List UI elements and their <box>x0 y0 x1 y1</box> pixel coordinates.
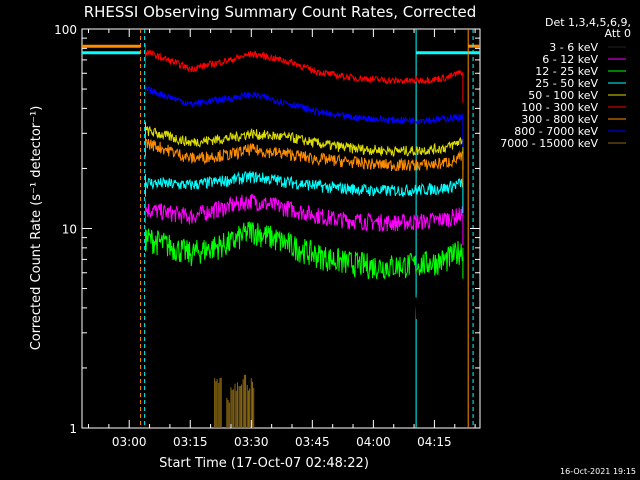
x-tick-label: 03:45 <box>295 435 330 449</box>
series-trace <box>145 48 463 85</box>
y-axis-label: Corrected Count Rate (s⁻¹ detector⁻¹) <box>29 106 44 351</box>
y-tick-label: 1 <box>69 422 77 436</box>
series-800-7000-kev <box>144 80 464 148</box>
series-12-25-kev <box>144 221 464 280</box>
legend-entry-label: 6 - 12 keV <box>542 53 598 66</box>
series-3-6-kev <box>144 253 464 332</box>
legend-header: Det 1,3,4,5,6,9, <box>545 16 631 29</box>
legend-entry-label: 25 - 50 keV <box>535 77 598 90</box>
y-tick-label: 100 <box>54 23 77 37</box>
series-trace <box>145 221 463 280</box>
legend-entry-label: 3 - 6 keV <box>549 41 598 54</box>
series-25-50-kev <box>144 170 464 214</box>
legend-entry-label: 12 - 25 keV <box>535 65 598 78</box>
footer-timestamp: 16-Oct-2021 19:15 <box>560 467 636 476</box>
series-trace <box>145 138 463 172</box>
legend-entry-label: 7000 - 15000 keV <box>500 137 598 150</box>
chart-title: RHESSI Observing Summary Count Rates, Co… <box>84 3 477 21</box>
x-axis: 03:00 03:15 03:30 03:45 04:00 04:15 <box>88 29 476 449</box>
x-tick-label: 03:00 <box>112 435 147 449</box>
series-trace <box>145 253 463 332</box>
x-tick-label: 03:30 <box>234 435 269 449</box>
y-axis: 1 10 100 <box>54 23 480 436</box>
data-series <box>144 43 464 428</box>
y-tick-label: 10 <box>62 223 77 237</box>
series-7000-15000-kev <box>214 374 255 428</box>
legend-header: Att 0 <box>605 27 631 40</box>
vertical-marker-lines <box>140 29 474 428</box>
legend-entry-label: 800 - 7000 keV <box>514 125 598 138</box>
series-trace <box>145 125 463 158</box>
series-trace <box>145 86 463 125</box>
x-axis-label: Start Time (17-Oct-07 02:48:22) <box>159 456 369 471</box>
series-100-300-kev <box>144 43 464 103</box>
legend-entry-label: 100 - 300 keV <box>521 101 598 114</box>
legend-entry-label: 300 - 800 keV <box>521 113 598 126</box>
x-tick-label: 04:00 <box>356 435 391 449</box>
series-300-800-kev <box>144 134 464 188</box>
x-tick-label: 04:15 <box>417 435 452 449</box>
series-trace <box>145 193 463 232</box>
series-6-12-kev <box>144 193 464 246</box>
series-trace <box>145 170 463 198</box>
legend-entry-label: 50 - 100 keV <box>528 89 598 102</box>
plot-frame <box>81 28 481 429</box>
x-tick-label: 03:15 <box>173 435 208 449</box>
flag-bars <box>82 44 480 55</box>
